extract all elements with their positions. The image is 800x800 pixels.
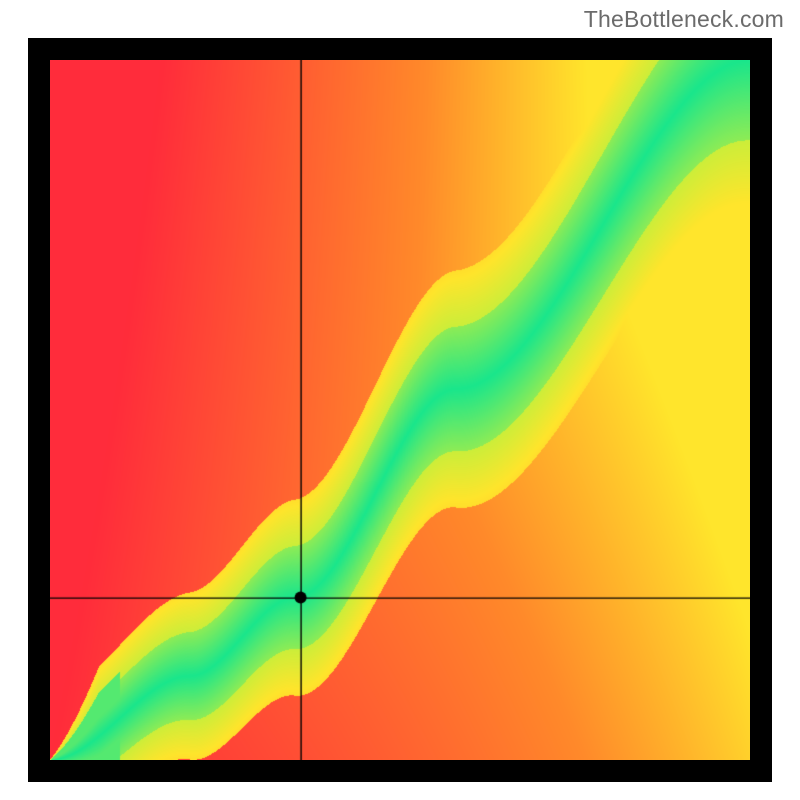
plot-inner: [50, 60, 750, 760]
plot-frame: [28, 38, 772, 782]
watermark-text: TheBottleneck.com: [584, 6, 784, 33]
root: TheBottleneck.com: [0, 0, 800, 800]
heatmap-canvas: [50, 60, 750, 760]
